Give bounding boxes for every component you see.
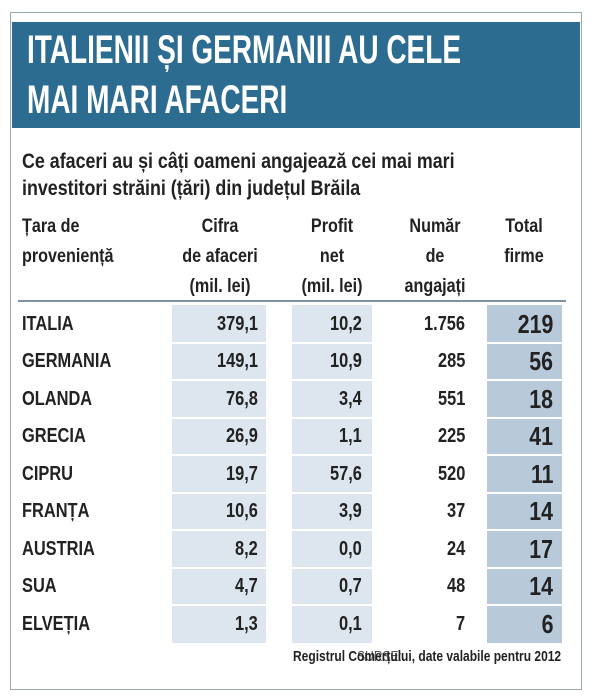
value-cell: 0,0 [339, 537, 362, 560]
value-cell: 17 [529, 533, 553, 564]
value-cell: 10,2 [330, 312, 362, 335]
value-cell: 14 [529, 571, 553, 602]
country-cell: ELVEȚIA [22, 612, 91, 635]
divider [18, 300, 566, 302]
value-cell: 10,9 [330, 350, 362, 373]
row-separator [18, 341, 566, 344]
column-header: (mil. lei) [189, 275, 251, 297]
value-cell: 37 [446, 500, 465, 523]
value-cell: 18 [529, 383, 553, 414]
country-cell: FRANȚA [22, 500, 90, 523]
value-cell: 48 [446, 575, 465, 598]
value-cell: 8,2 [235, 537, 258, 560]
header-band [12, 22, 580, 128]
source-text: Registrul Comerțului, date valabile pent… [292, 647, 561, 665]
row-separator [18, 454, 566, 456]
value-cell: 4,7 [235, 575, 258, 598]
column-header: Număr [409, 215, 461, 237]
country-cell: ITALIA [22, 312, 74, 335]
country-cell: CIPRU [22, 462, 74, 485]
column-header: Profit [310, 215, 354, 237]
value-cell: 225 [437, 425, 465, 448]
row-separator [18, 566, 566, 569]
value-cell: 551 [437, 387, 465, 410]
value-cell: 76,8 [226, 387, 258, 410]
value-cell: 1,3 [235, 612, 258, 635]
column-header: de [425, 245, 445, 267]
subtitle: Ce afaceri au și câți oameni angajează c… [22, 149, 455, 173]
value-cell: 379,1 [216, 312, 258, 335]
column-header: firme [504, 245, 544, 267]
value-cell: 3,4 [339, 387, 362, 410]
frame [10, 12, 582, 690]
country-cell: AUSTRIA [22, 537, 95, 560]
row-separator [18, 379, 566, 381]
value-cell: 7 [455, 612, 465, 635]
source-label: SURSE: [357, 647, 402, 665]
value-cell: 19,7 [226, 462, 258, 485]
value-cell: 1,1 [339, 425, 362, 448]
country-cell: SUA [22, 575, 57, 598]
value-cell: 285 [437, 350, 465, 373]
subtitle: investitori străini (țări) din județul B… [22, 176, 361, 200]
row-separator [18, 416, 566, 419]
value-cell: 0,7 [339, 575, 362, 598]
column-header: Cifra [201, 215, 239, 237]
value-cell: 219 [517, 308, 553, 339]
column-header: net [319, 245, 345, 267]
value-cell: 14 [529, 496, 553, 527]
value-cell: 56 [529, 346, 553, 377]
row-separator [18, 529, 566, 531]
column-header: de afaceri [182, 245, 258, 267]
column-header: angajați [404, 275, 466, 297]
value-cell: 0,1 [339, 612, 362, 635]
value-cell: 41 [529, 421, 553, 452]
value-cell: 10,6 [226, 500, 258, 523]
title: ITALIENII ȘI GERMANII AU CELE [27, 28, 462, 72]
country-cell: OLANDA [22, 387, 93, 410]
value-cell: 6 [541, 608, 553, 639]
row-separator [18, 491, 566, 494]
value-cell: 57,6 [330, 462, 362, 485]
value-cell: 520 [437, 462, 465, 485]
row-separator [18, 604, 566, 606]
value-cell: 11 [530, 458, 553, 489]
column-shade [487, 305, 562, 643]
value-cell: 3,9 [339, 500, 362, 523]
value-cell: 26,9 [226, 425, 258, 448]
title: MAI MARI AFACERI [27, 78, 288, 122]
country-cell: GRECIA [22, 425, 86, 448]
value-cell: 149,1 [216, 350, 258, 373]
column-shade [292, 305, 372, 643]
column-shade [172, 305, 266, 643]
column-header: Total [505, 215, 543, 237]
country-cell: GERMANIA [22, 350, 112, 373]
column-header: (mil. lei) [301, 275, 363, 297]
column-header: proveniență [22, 245, 114, 267]
value-cell: 24 [446, 537, 465, 560]
value-cell: 1.756 [423, 312, 465, 335]
column-header: Țara de [22, 215, 80, 237]
